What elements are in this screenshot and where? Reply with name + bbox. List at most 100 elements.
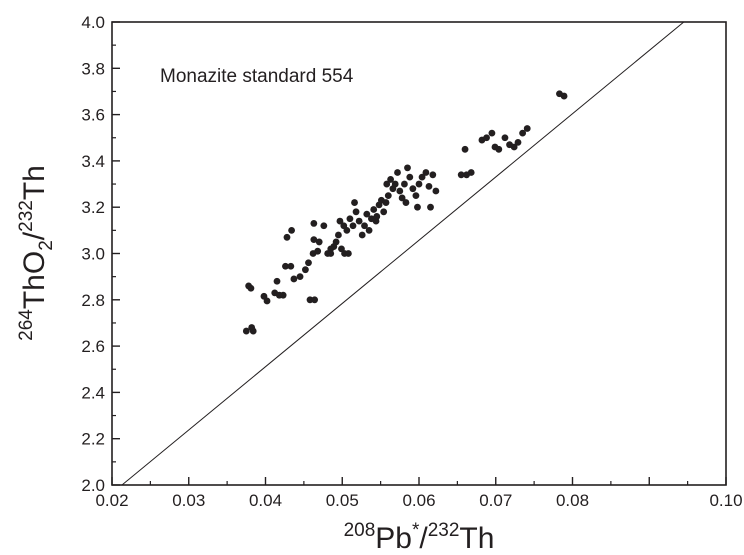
y-tick-label: 2.8 <box>81 291 105 310</box>
data-point <box>336 217 344 225</box>
data-point <box>380 208 388 216</box>
data-point <box>412 192 420 200</box>
data-point <box>409 185 417 193</box>
data-point <box>344 250 352 257</box>
y-tick-label: 3.0 <box>81 245 105 264</box>
data-point <box>401 180 408 188</box>
data-point <box>352 208 360 216</box>
data-point <box>514 138 522 146</box>
y-axis-title: 264ThO2/232Th <box>16 165 57 341</box>
y-tick-label: 2.2 <box>81 430 105 449</box>
fit-line <box>121 21 685 486</box>
x-tick-label: 0.04 <box>249 491 282 510</box>
data-point <box>429 171 437 179</box>
data-point <box>320 222 328 230</box>
data-point <box>387 176 394 183</box>
y-tick-label: 3.6 <box>81 106 105 125</box>
data-point <box>457 171 465 179</box>
data-point <box>415 180 423 188</box>
data-point <box>343 226 351 234</box>
data-point <box>310 220 318 227</box>
x-tick-label: 0.02 <box>95 491 128 510</box>
data-point <box>242 327 250 335</box>
data-point <box>488 129 496 137</box>
y-tick-label: 4.0 <box>81 13 105 32</box>
data-point <box>363 210 371 218</box>
data-points <box>242 90 568 335</box>
data-point <box>332 238 340 246</box>
data-point <box>373 213 381 220</box>
data-point <box>365 226 373 234</box>
data-point <box>327 250 335 257</box>
data-point <box>467 169 475 176</box>
data-point <box>432 187 440 195</box>
data-point <box>418 173 426 181</box>
data-point <box>483 134 490 142</box>
data-point <box>425 182 433 190</box>
data-point <box>383 180 391 188</box>
plot-frame <box>111 21 727 486</box>
data-point <box>396 187 404 195</box>
data-point <box>398 194 406 202</box>
data-point <box>296 273 304 281</box>
data-point <box>461 145 469 153</box>
data-point <box>273 277 281 285</box>
data-point <box>346 215 354 223</box>
data-point <box>422 169 430 176</box>
x-axis-title: 208Pb*/232Th <box>344 520 495 555</box>
y-tick-label: 2.0 <box>81 476 105 495</box>
fit-line-layer <box>121 21 685 486</box>
data-point <box>391 180 399 188</box>
data-point <box>283 233 291 241</box>
data-point <box>414 203 421 211</box>
data-point <box>263 297 271 305</box>
data-point <box>355 217 363 225</box>
data-point <box>315 238 323 246</box>
data-point <box>249 327 257 335</box>
data-point <box>404 164 411 172</box>
y-tick-label: 3.4 <box>81 152 105 171</box>
data-point <box>310 236 318 244</box>
x-axis-ticks: 0.02 0.03 0.04 0.05 0.06 0.07 0.08 0.10 <box>95 477 743 510</box>
data-point <box>279 291 287 299</box>
data-point <box>523 125 531 132</box>
data-point <box>394 169 401 176</box>
data-point <box>519 129 527 137</box>
data-point <box>335 231 342 239</box>
data-point <box>402 199 410 206</box>
data-point <box>384 192 392 200</box>
data-point <box>370 206 378 213</box>
data-point <box>358 231 366 239</box>
data-point <box>495 145 503 153</box>
y-tick-label: 2.6 <box>81 337 105 356</box>
data-point <box>302 266 309 274</box>
data-point <box>406 173 414 181</box>
data-point <box>305 259 312 267</box>
data-point <box>382 199 390 206</box>
y-tick-label: 3.2 <box>81 198 105 217</box>
y-tick-label: 3.8 <box>81 59 105 78</box>
data-point <box>427 203 434 211</box>
data-point <box>510 143 518 151</box>
x-tick-label: 0.07 <box>479 491 512 510</box>
data-point <box>247 284 255 292</box>
x-tick-label: 0.06 <box>402 491 435 510</box>
data-point <box>560 92 568 100</box>
data-point <box>351 199 358 206</box>
data-point <box>311 296 319 304</box>
data-point <box>314 247 322 255</box>
x-tick-label: 0.03 <box>172 491 205 510</box>
data-point <box>501 134 509 142</box>
data-point <box>349 222 357 230</box>
x-tick-label: 0.10 <box>709 491 742 510</box>
data-point <box>282 262 289 270</box>
y-axis-ticks: 2.0 2.2 2.4 2.6 2.8 3.0 3.2 3.4 3.6 3.8 4.0 <box>81 13 120 495</box>
x-tick-label: 0.08 <box>556 491 589 510</box>
x-tick-label: 0.05 <box>326 491 359 510</box>
annotation: Monazite standard 554 <box>160 66 354 87</box>
data-point <box>288 226 295 234</box>
data-point <box>287 262 295 270</box>
data-point <box>290 275 298 283</box>
y-tick-label: 2.4 <box>81 383 105 402</box>
